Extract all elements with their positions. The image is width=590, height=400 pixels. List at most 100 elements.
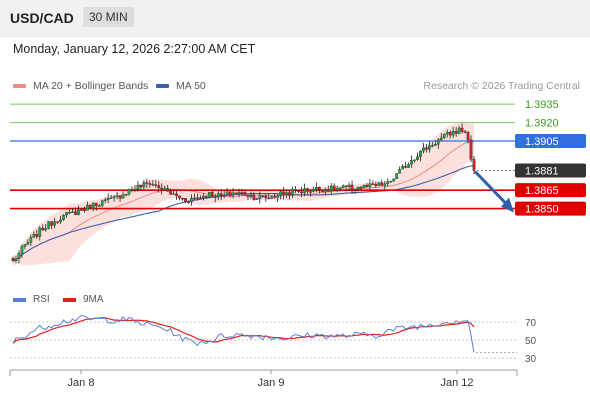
candle-body <box>77 210 80 215</box>
candle-body <box>395 173 399 180</box>
legend-ma50-label: MA 50 <box>176 80 206 92</box>
rsi-level-label: 70 <box>525 318 537 329</box>
candle-body <box>14 258 18 261</box>
candle-body <box>374 184 378 186</box>
candle-body <box>145 182 149 184</box>
candle-body <box>282 191 286 195</box>
candle-body <box>62 214 65 220</box>
candle-body <box>118 195 122 199</box>
candle-body <box>88 204 92 209</box>
candle-body <box>341 185 345 189</box>
ma-bb-swatch <box>13 84 26 88</box>
candle-body <box>329 185 333 192</box>
candle-body <box>472 159 476 171</box>
legend-9ma: 9MA <box>63 294 104 305</box>
candle-body <box>377 182 381 186</box>
candle-body <box>243 192 247 196</box>
candle-body <box>270 196 274 199</box>
candle-body <box>213 196 217 198</box>
candle-body <box>83 209 86 211</box>
candle-body <box>323 189 327 193</box>
x-axis-label: Jan 12 <box>440 377 473 389</box>
candle-body <box>178 195 181 199</box>
candle-body <box>264 195 268 199</box>
candle-body <box>216 193 220 198</box>
candle-body <box>148 183 152 185</box>
candle-body <box>106 197 110 200</box>
candle-body <box>86 204 89 211</box>
candle-body <box>392 178 396 182</box>
candle-body <box>56 221 59 223</box>
candle-body <box>136 184 140 190</box>
candle-body <box>285 192 288 195</box>
resistance-label: 1.3935 <box>525 99 559 111</box>
candle-body <box>267 197 271 200</box>
candle-body <box>50 221 54 226</box>
support-tag <box>515 183 586 198</box>
legend-ma-bb-label: MA 20 + Bollinger Bands <box>33 80 149 92</box>
candle-body <box>29 237 33 243</box>
candle-body <box>416 156 419 160</box>
candle-body <box>38 227 42 237</box>
x-axis-label: Jan 8 <box>68 377 95 389</box>
candle-body <box>225 191 229 195</box>
timeframe-badge[interactable]: 30 MIN <box>83 7 134 27</box>
candle-body <box>297 190 300 192</box>
candle-body <box>91 202 95 209</box>
candle-body <box>291 189 294 196</box>
candle-body <box>160 187 164 191</box>
candle-body <box>32 234 36 238</box>
candle-body <box>383 183 387 186</box>
candle-body <box>428 145 431 150</box>
candle-body <box>368 183 372 187</box>
rsi-line <box>12 314 475 353</box>
rsi-level-label: 50 <box>525 336 537 347</box>
legend-rsi: RSI <box>13 294 50 305</box>
candle-body <box>303 188 306 194</box>
candle-body <box>163 188 167 191</box>
candle-body <box>419 150 422 157</box>
candle-body <box>469 139 473 160</box>
candle-body <box>380 182 384 186</box>
candle-body <box>276 195 280 198</box>
candle-body <box>100 200 104 206</box>
candle-body <box>335 188 339 191</box>
candle-body <box>166 188 170 192</box>
ma50-swatch <box>156 84 169 88</box>
candle-body <box>451 131 455 136</box>
candle-body <box>201 195 205 199</box>
candle-body <box>53 221 56 226</box>
candle-body <box>398 169 401 174</box>
candle-body <box>175 193 178 196</box>
candle-body <box>258 195 262 199</box>
candle-body <box>231 192 235 196</box>
legend-ma50: MA 50 <box>156 80 206 92</box>
candle-body <box>404 166 407 168</box>
candle-body <box>306 188 309 192</box>
candle-body <box>59 219 62 223</box>
candle-body <box>439 137 443 140</box>
projection-arrowhead <box>501 197 514 213</box>
candle-body <box>389 181 393 183</box>
candle-body <box>261 195 265 197</box>
candle-body <box>112 196 116 198</box>
chart-datetime: Monday, January 12, 2026 2:27:00 AM CET <box>13 42 256 56</box>
candle-body <box>157 185 161 189</box>
candle-body <box>309 191 312 193</box>
candle-body <box>445 132 449 135</box>
candle-body <box>44 228 48 231</box>
rsi-level-label: 30 <box>525 354 537 365</box>
pivot-tag <box>515 134 586 148</box>
candle-body <box>133 188 137 191</box>
candle-body <box>279 191 283 197</box>
candle-body <box>228 191 232 196</box>
candle-body <box>124 194 128 196</box>
candle-body <box>463 131 467 133</box>
pivot-label: 1.3905 <box>525 136 559 148</box>
candle-body <box>320 189 324 193</box>
candle-body <box>300 191 303 194</box>
candle-body <box>190 198 193 203</box>
candle-body <box>74 211 77 215</box>
candle-body <box>359 187 363 189</box>
